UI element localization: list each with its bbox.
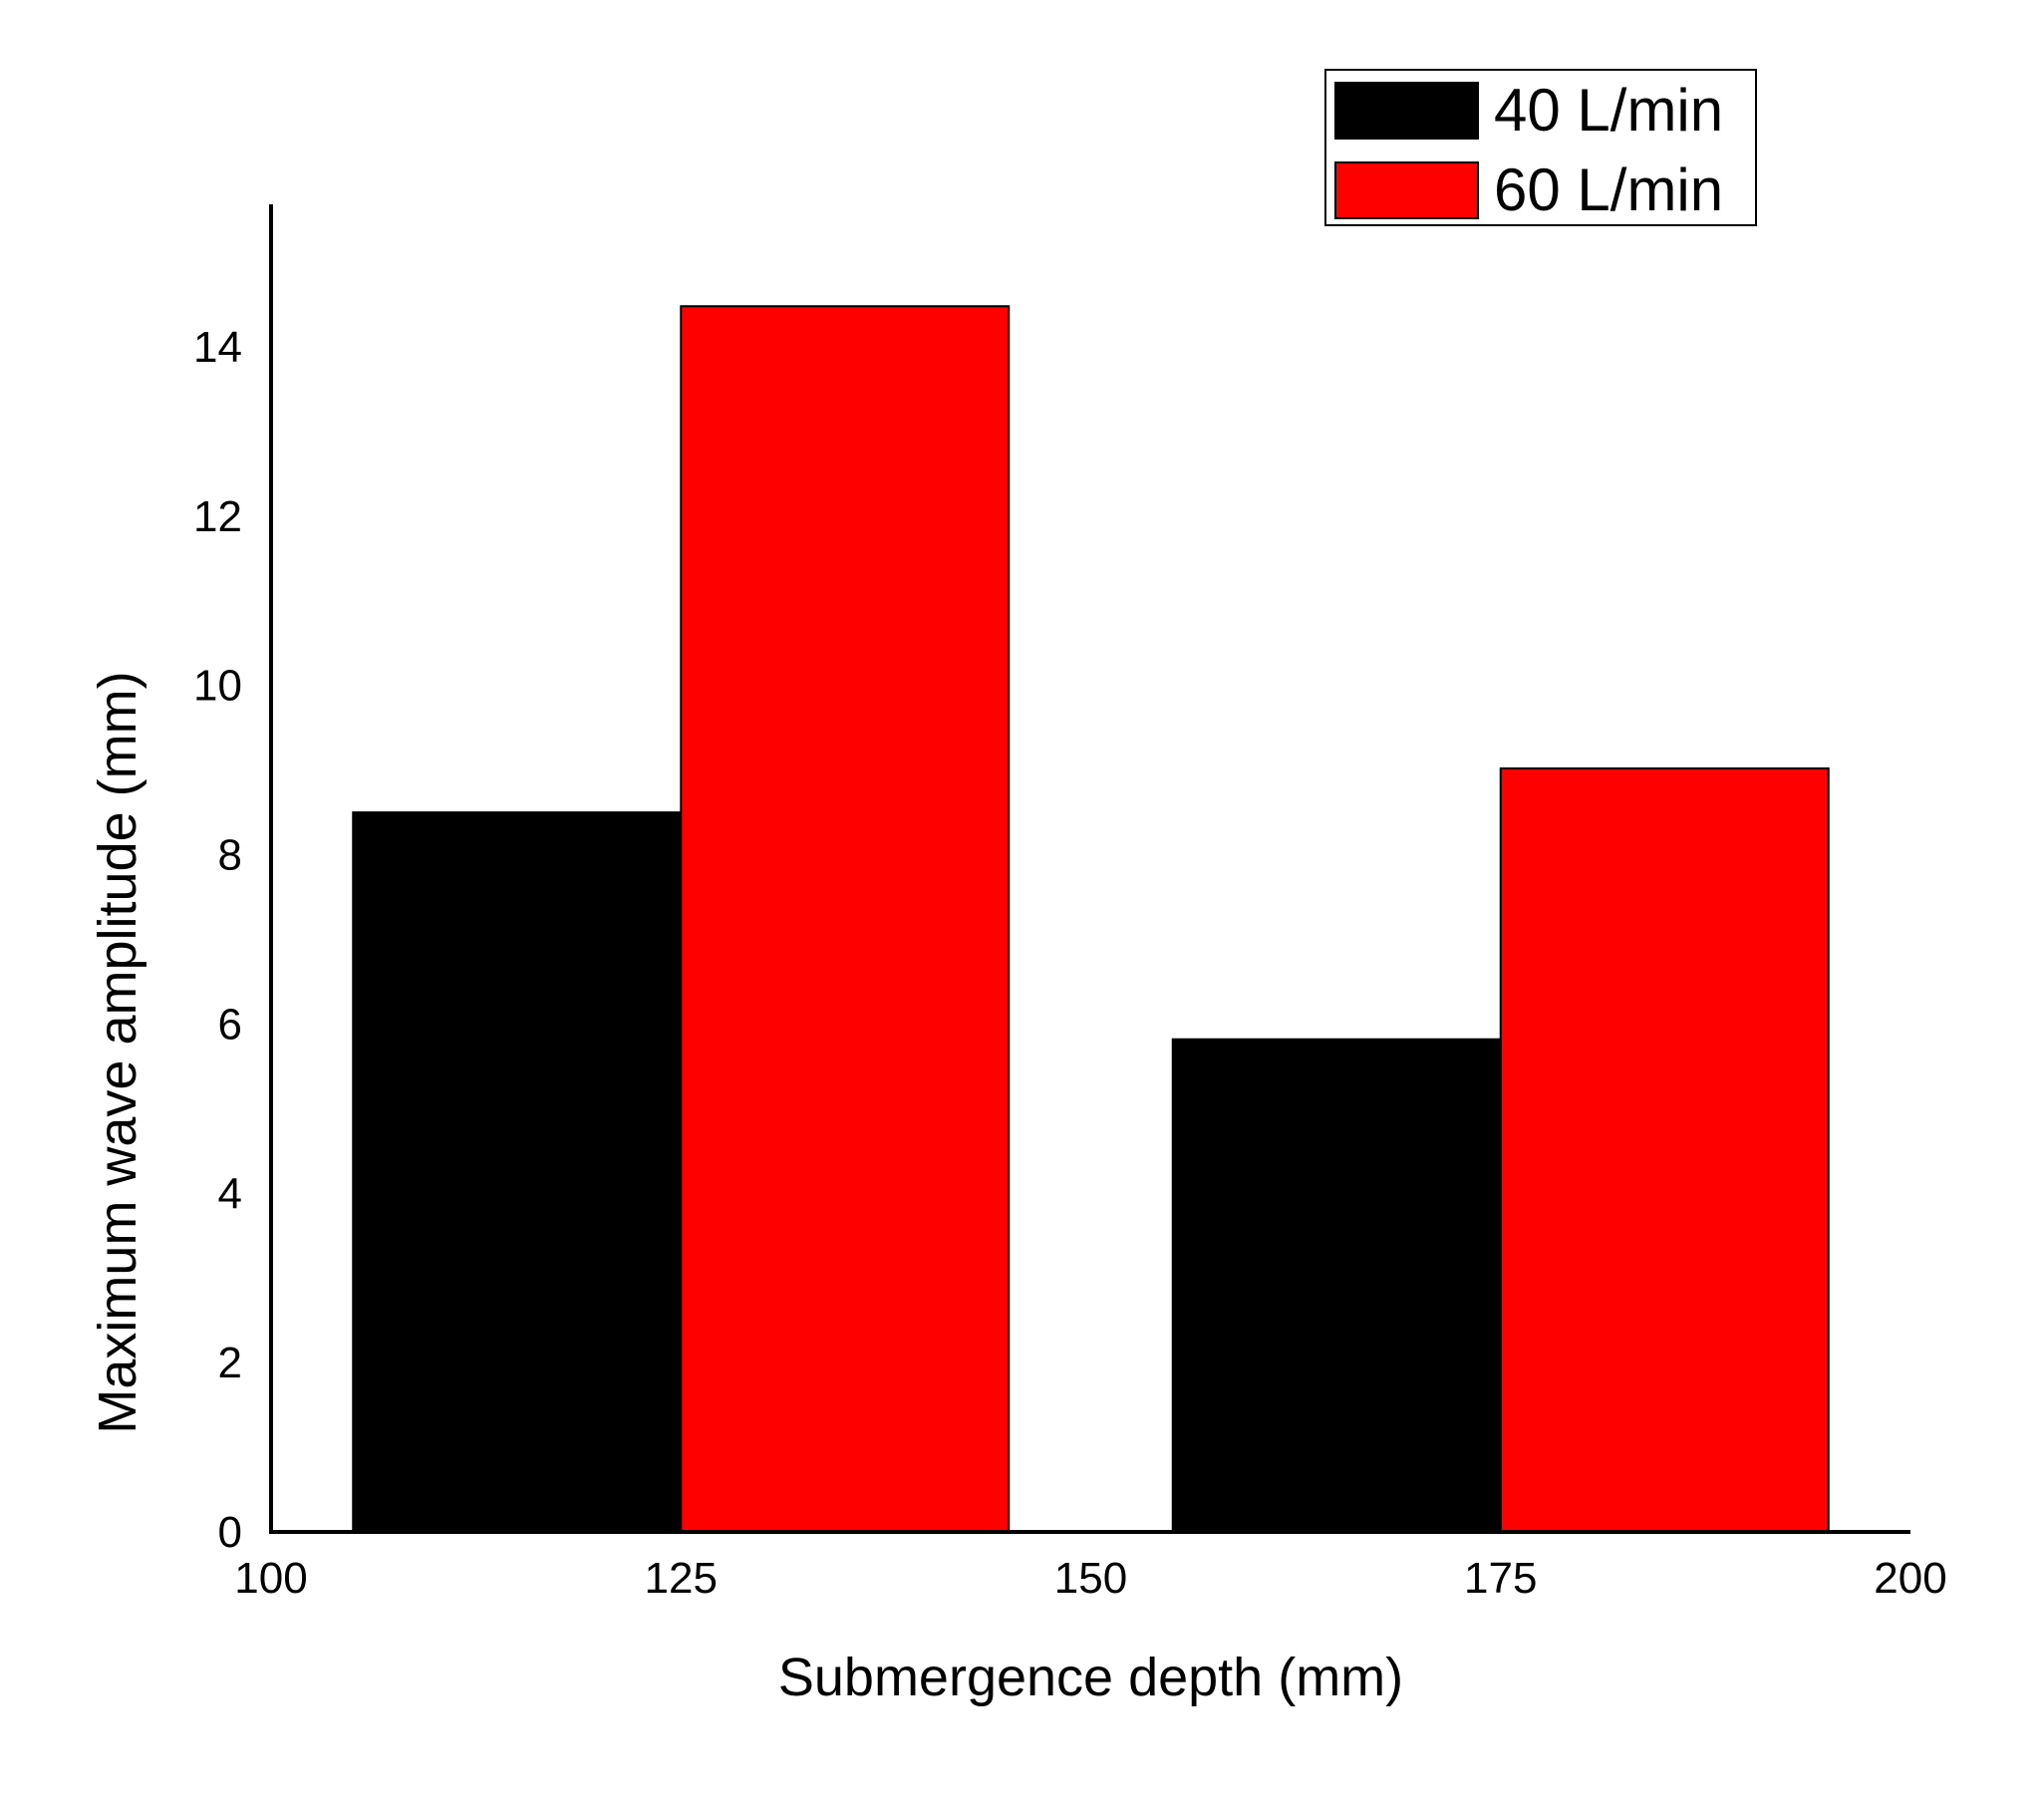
x-tick-label-100: 100 [234,1554,307,1603]
y-tick-label-14: 14 [193,323,242,372]
x-tick-label-200: 200 [1874,1554,1946,1603]
y-tick-label-8: 8 [218,831,242,880]
legend-items: 40 L/min 60 L/min [1334,77,1723,223]
x-tick-label-175: 175 [1464,1554,1537,1603]
ticks-layer: 0 2 4 6 8 10 12 14 100 125 150 175 200 [193,323,1947,1603]
y-axis-title: Maximum wave amplitude (mm) [88,671,147,1433]
bar-40-l-min-1 [1171,1038,1502,1533]
y-tick-label-12: 12 [193,492,242,541]
bars-layer [352,305,1830,1534]
bar-40-l-min-0 [352,811,683,1533]
y-tick-label-2: 2 [218,1339,242,1387]
legend-label-40-l-min: 40 L/min [1494,77,1723,144]
x-axis-title: Submergence depth (mm) [778,1648,1403,1707]
y-tick-label-0: 0 [218,1508,242,1557]
legend-label-60-l-min: 60 L/min [1494,156,1723,223]
legend: 40 L/min 60 L/min [1324,69,1757,226]
x-tick-label-125: 125 [645,1554,718,1603]
y-tick-label-4: 4 [218,1169,242,1218]
y-tick-label-6: 6 [218,1000,242,1049]
bar-60-l-min-1 [1499,766,1830,1533]
y-tick-label-10: 10 [193,662,242,711]
bar-60-l-min-0 [680,305,1011,1534]
legend-swatch-60-l-min [1334,161,1479,219]
legend-swatch-40-l-min [1334,82,1479,140]
x-tick-label-150: 150 [1054,1554,1127,1603]
